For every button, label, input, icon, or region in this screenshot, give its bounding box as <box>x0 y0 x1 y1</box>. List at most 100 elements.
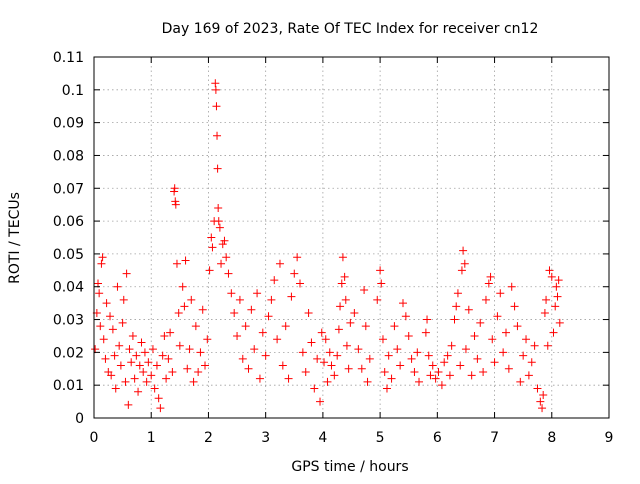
data-point <box>545 266 554 275</box>
data-point <box>401 312 410 321</box>
data-point <box>95 289 104 298</box>
data-point <box>222 253 231 262</box>
data-point <box>380 368 389 377</box>
y-tick-label: 0.06 <box>53 214 84 230</box>
y-tick-label: 0.1 <box>62 83 84 99</box>
data-point <box>170 184 179 193</box>
data-point <box>261 351 270 360</box>
y-tick-label: 0.04 <box>53 280 84 296</box>
data-point <box>212 102 221 111</box>
data-point <box>110 351 119 360</box>
data-point <box>233 331 242 340</box>
data-point <box>539 391 548 400</box>
data-point <box>443 351 452 360</box>
data-point <box>486 272 495 281</box>
data-point <box>247 305 256 314</box>
y-tick-label: 0.11 <box>53 50 84 66</box>
data-point <box>142 377 151 386</box>
data-point <box>428 361 437 370</box>
data-point <box>399 299 407 308</box>
data-point <box>258 328 267 337</box>
data-point <box>284 374 293 383</box>
data-point <box>158 351 167 360</box>
data-point <box>404 331 413 340</box>
data-point <box>150 384 159 393</box>
data-point <box>316 397 325 406</box>
data-point <box>255 374 264 383</box>
data-point <box>217 259 226 268</box>
data-point <box>516 377 525 386</box>
data-point <box>106 312 115 321</box>
data-point <box>203 335 212 344</box>
data-point <box>128 331 137 340</box>
data-point <box>549 328 558 337</box>
data-point <box>152 361 161 370</box>
data-point <box>327 361 336 370</box>
data-point <box>281 322 290 331</box>
data-point <box>320 358 329 367</box>
data-point <box>384 351 393 360</box>
data-point <box>113 282 122 291</box>
y-tick-label: 0.08 <box>53 148 84 164</box>
data-point <box>224 269 233 278</box>
data-point <box>510 302 519 311</box>
data-point <box>453 289 462 298</box>
data-point <box>107 371 116 380</box>
data-point <box>171 197 180 206</box>
x-tick-label: 6 <box>433 430 442 446</box>
data-point <box>207 233 216 242</box>
data-point <box>213 131 222 140</box>
data-point <box>373 295 382 304</box>
x-tick-label: 8 <box>547 430 556 446</box>
data-point <box>127 358 136 367</box>
data-point <box>542 295 551 304</box>
data-point <box>156 404 165 413</box>
data-point <box>382 384 391 393</box>
data-point <box>346 318 355 327</box>
data-point <box>553 292 562 301</box>
data-point <box>464 305 473 314</box>
data-point <box>547 272 556 281</box>
data-point <box>180 302 189 311</box>
data-point <box>555 318 564 327</box>
x-tick-label: 5 <box>376 430 385 446</box>
chart-title: Day 169 of 2023, Rate Of TEC Index for r… <box>162 21 539 37</box>
data-point <box>350 308 359 317</box>
data-point <box>540 308 549 317</box>
y-tick-label: 0.07 <box>53 181 84 197</box>
data-point <box>543 341 552 350</box>
data-point <box>363 377 372 386</box>
data-point <box>122 269 131 278</box>
data-point <box>390 322 399 331</box>
data-point <box>524 371 533 380</box>
data-point <box>447 341 456 350</box>
data-point <box>301 368 310 377</box>
x-tick-label: 1 <box>147 430 156 446</box>
data-point <box>211 85 220 94</box>
data-point <box>551 302 560 311</box>
data-point <box>124 400 133 409</box>
data-point <box>387 374 396 383</box>
data-point <box>166 328 175 337</box>
data-point <box>360 286 369 295</box>
data-point <box>341 295 350 304</box>
data-point <box>536 397 545 406</box>
data-point <box>533 384 542 393</box>
data-point <box>91 345 100 354</box>
data-point <box>357 364 366 373</box>
data-point <box>140 348 149 357</box>
data-point <box>344 364 353 373</box>
data-point <box>426 371 435 380</box>
data-point <box>132 351 141 360</box>
data-point <box>459 246 468 255</box>
data-point <box>378 335 387 344</box>
y-axis-label: ROTI / TECUs <box>7 192 23 284</box>
plot-frame <box>93 56 610 419</box>
data-point <box>148 345 157 354</box>
data-point <box>227 289 236 298</box>
data-point <box>99 335 108 344</box>
data-point <box>238 354 247 363</box>
data-point <box>338 253 347 262</box>
